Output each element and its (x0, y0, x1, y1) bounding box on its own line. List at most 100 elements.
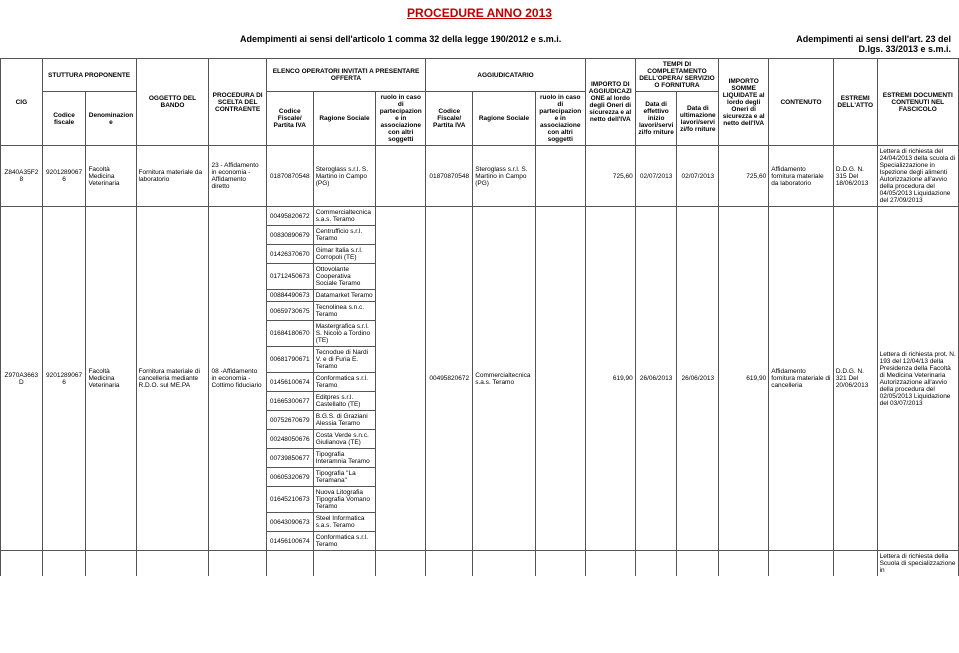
table-header: CIG STUTTURA PROPONENTE OGGETTO DEL BAND… (1, 59, 959, 146)
cell-cont: Affidamento fornitura materiale da labor… (769, 146, 834, 207)
page-title: PROCEDURE ANNO 2013 (0, 0, 959, 34)
cell-opcf: 00681790671 (266, 347, 313, 373)
cell-opcf: 01645210673 (266, 487, 313, 513)
cell-cont: Affidamento fornitura materiale di cance… (769, 207, 834, 551)
cell-agrs: Commercialtecnica s.a.s. Teramo (473, 207, 536, 551)
cell-opruolo (376, 207, 426, 551)
table-row: Lettera di richiesta della Scuola di spe… (1, 551, 959, 577)
cell-opcf: 01665300677 (266, 392, 313, 411)
h-procedura: PROCEDURA DI SCELTA DEL CONTRAENTE (209, 59, 266, 146)
cell-estr: D.D.G. N. 321 Del 20/06/2013 (833, 207, 877, 551)
h-doc: ESTREMI DOCUMENTI CONTENUTI NEL FASCICOL… (877, 59, 958, 146)
cell-opcf: 00739850677 (266, 449, 313, 468)
cell-oggetto: Fornitura materiale di cancelleria media… (136, 207, 209, 551)
cell-oprs: Tipografia "La Teramana" (313, 468, 376, 487)
h-elenco: ELENCO OPERATORI INVITATI A PRESENTARE O… (266, 59, 426, 92)
cell-oprs: Centrufficio s.r.l. Teramo (313, 226, 376, 245)
cell-opcf: 00659730675 (266, 302, 313, 321)
table-row: Z970A3663D 92012890676 Facoltà Medicina … (1, 207, 959, 226)
main-table: CIG STUTTURA PROPONENTE OGGETTO DEL BAND… (0, 58, 959, 576)
cell-denom: Facoltà Medicina Veterinaria (86, 207, 136, 551)
h-rag1: Ragione Sociale (313, 92, 376, 146)
cell-impl: 725,60 (719, 146, 769, 207)
cell-docs-partial: Lettera di richiesta della Scuola di spe… (877, 551, 958, 577)
cell-proc: 08 -Affidamento in economia - Cottimo fi… (209, 207, 266, 551)
cell-opcf: 00643090673 (266, 513, 313, 532)
table-row: Z840A35F28 92012890676 Facoltà Medicina … (1, 146, 959, 207)
cell-estr: D.D.G. N. 315 Del 18/06/2013 (833, 146, 877, 207)
cell-dini: 26/06/2013 (635, 207, 677, 551)
cell-opcf: 01684180670 (266, 321, 313, 347)
cell-oprs: Costa Verde s.n.c. Giulianova (TE) (313, 430, 376, 449)
cell-opcf: 00884490673 (266, 290, 313, 302)
cell-opcf: 00605320679 (266, 468, 313, 487)
h-cig: CIG (1, 59, 43, 146)
h-dult: Data di ultimazione lavori/servizi/fo rn… (677, 92, 719, 146)
h-tempi: TEMPI DI COMPLETAMENTO DELL'OPERA/ SERVI… (635, 59, 718, 92)
cell-docs: Lettera di richiesta del 24/04/2013 dell… (877, 146, 958, 207)
cell-opcf: 00248050676 (266, 430, 313, 449)
cell-denom: Facoltà Medicina Veterinaria (86, 146, 136, 207)
cell-oprs: Ottovolante Cooperativa Sociale Teramo (313, 264, 376, 290)
subheader-right: Adempimenti ai sensi dell'art. 23 del D.… (791, 34, 951, 54)
cell-agcf: 01870870548 (426, 146, 473, 207)
cell-oggetto: Fornitura materiale da laboratorio (136, 146, 209, 207)
cell-opcf: 01426370670 (266, 245, 313, 264)
cell-opcf: 00752670679 (266, 411, 313, 430)
cell-opcf: 00830890679 (266, 226, 313, 245)
h-dini: Data di effettivo inizio lavori/servizi/… (635, 92, 677, 146)
h-cfpi1: Codice Fiscale/ Partita IVA (266, 92, 313, 146)
cell-opruolo (376, 146, 426, 207)
cell-oprs: Tecnolinea s.n.c. Teramo (313, 302, 376, 321)
cell-oprs: Datamarket Teramo (313, 290, 376, 302)
cell-agruolo (535, 207, 585, 551)
h-denom: Denominazione (86, 92, 136, 146)
cell-agruolo (535, 146, 585, 207)
h-estr: ESTREMI DELL'ATTO (833, 59, 877, 146)
cell-docs: Lettera di richiesta prot. N. 193 del 12… (877, 207, 958, 551)
cell-dini: 02/07/2013 (635, 146, 677, 207)
cell-oprs: Steroglass s.r.l. S. Martino in Campo (P… (313, 146, 376, 207)
cell-opcf: 01870870548 (266, 146, 313, 207)
h-cont: CONTENUTO (769, 59, 834, 146)
cell-oprs: Gimar Italia s.r.l. Corropoli (TE) (313, 245, 376, 264)
h-stuttura: STUTTURA PROPONENTE (42, 59, 136, 92)
cell-oprs: B.G.S. di Graziani Alessia Teramo (313, 411, 376, 430)
cell-oprs: Tecnodue di Nardi V. e di Furia E. Teram… (313, 347, 376, 373)
cell-impl: 619,90 (719, 207, 769, 551)
h-rag2: Ragione Sociale (473, 92, 536, 146)
h-importo: IMPORTO DI AGGIUDICAZIONE al lordo degli… (585, 59, 635, 146)
cell-cf: 92012890676 (42, 146, 86, 207)
h-agg: AGGIUDICATARIO (426, 59, 585, 92)
h-oggetto: OGGETTO DEL BANDO (136, 59, 209, 146)
cell-opcf: 01712450673 (266, 264, 313, 290)
cell-imp: 619,90 (585, 207, 635, 551)
cell-cf: 92012890676 (42, 207, 86, 551)
h-ruolo2: ruolo in caso di partecipazione in assoc… (535, 92, 585, 146)
h-codfisc: Codice fiscale (42, 92, 86, 146)
cell-cig: Z970A3663D (1, 207, 43, 551)
cell-cig: Z840A35F28 (1, 146, 43, 207)
cell-opcf: 01456100674 (266, 373, 313, 392)
cell-dult: 02/07/2013 (677, 146, 719, 207)
cell-imp: 725,60 (585, 146, 635, 207)
cell-opcf: 01456100674 (266, 532, 313, 551)
subheader: Adempimenti ai sensi dell'articolo 1 com… (0, 34, 959, 58)
cell-opcf: 00495820672 (266, 207, 313, 226)
cell-oprs: Commercialtecnica s.a.s. Teramo (313, 207, 376, 226)
cell-oprs: Tipografia Interamnia Teramo (313, 449, 376, 468)
cell-oprs: Nuova Litografia Tipografia Vomano Teram… (313, 487, 376, 513)
h-ruolo1: ruolo in caso di partecipazione in assoc… (376, 92, 426, 146)
cell-oprs: Editpres s.r.l. Castellalto (TE) (313, 392, 376, 411)
h-impl: IMPORTO SOMME LIQUIDATE al lordo degli O… (719, 59, 769, 146)
cell-oprs: Mastergrafica s.r.l. S. Nicolò a Tordino… (313, 321, 376, 347)
subheader-left: Adempimenti ai sensi dell'articolo 1 com… (240, 34, 561, 54)
cell-agcf: 00495820672 (426, 207, 473, 551)
cell-oprs: Conformatica s.r.l. Teramo (313, 532, 376, 551)
cell-oprs: Conformatica s.r.l. Teramo (313, 373, 376, 392)
h-cfpi2: Codice Fiscale/ Partita IVA (426, 92, 473, 146)
cell-oprs: Steel Informatica s.a.s. Teramo (313, 513, 376, 532)
cell-proc: 23 - Affidamento in economia - Affidamen… (209, 146, 266, 207)
cell-agrs: Steroglass s.r.l. S. Martino in Campo (P… (473, 146, 536, 207)
cell-dult: 26/06/2013 (677, 207, 719, 551)
